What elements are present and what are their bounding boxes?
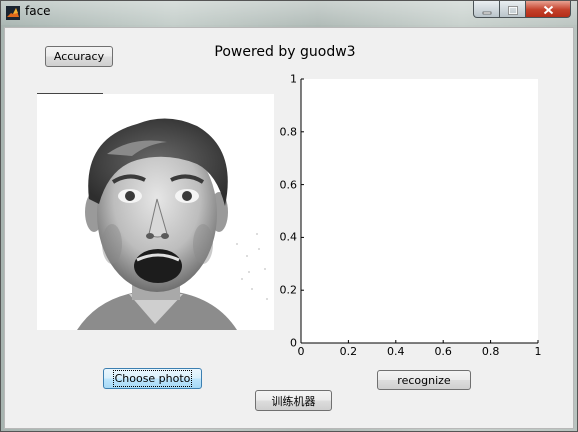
choose-photo-button-label: Choose photo [115, 372, 191, 385]
powered-by-text: Powered by guodw3 [185, 44, 385, 60]
maximize-icon [508, 0, 518, 19]
title-bar[interactable]: face [1, 1, 577, 25]
x-tick-label: 0.2 [340, 345, 358, 358]
recognition-plot [301, 79, 538, 343]
y-tick-label: 0.8 [280, 125, 298, 138]
y-tick-label: 0 [290, 337, 297, 350]
y-tick-label: 1 [290, 73, 297, 86]
choose-photo-button[interactable]: Choose photo [103, 368, 202, 389]
train-button-label: 训练机器 [272, 393, 316, 409]
window-controls [473, 1, 571, 19]
accuracy-button-label: Accuracy [54, 50, 104, 63]
y-tick-label: 0.2 [280, 284, 298, 297]
x-tick-label: 0.8 [482, 345, 500, 358]
figure-panel: Accuracy Powered by guodw3 [4, 27, 574, 429]
x-tick-label: 0.4 [387, 345, 405, 358]
window-title: face [25, 4, 51, 18]
close-icon [543, 0, 554, 19]
accuracy-button[interactable]: Accuracy [45, 46, 113, 67]
y-tick-label: 0.4 [280, 231, 298, 244]
recognize-button-label: recognize [397, 374, 450, 387]
matlab-icon [6, 5, 20, 19]
train-button[interactable]: 训练机器 [255, 390, 332, 411]
maximize-button[interactable] [500, 1, 526, 18]
y-tick-label: 0.6 [280, 178, 298, 191]
close-button[interactable] [526, 1, 571, 18]
minimize-icon [482, 0, 492, 19]
recognize-button[interactable]: recognize [377, 370, 471, 390]
x-tick-label: 0 [298, 345, 305, 358]
face-photo-image [37, 94, 274, 330]
minimize-button[interactable] [473, 1, 500, 18]
x-tick-label: 0.6 [434, 345, 452, 358]
x-tick-label: 1 [535, 345, 542, 358]
face-photo [37, 94, 274, 330]
